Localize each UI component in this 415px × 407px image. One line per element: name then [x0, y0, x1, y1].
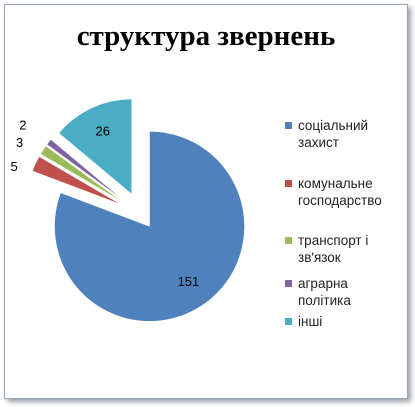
data-label: 26 — [96, 124, 110, 139]
data-label: 2 — [19, 117, 26, 132]
pie-slice — [31, 156, 122, 205]
data-label: 3 — [16, 135, 23, 150]
legend-label: транспорт і зв'язок — [298, 233, 369, 265]
pie-slice — [40, 145, 123, 203]
legend-swatch — [285, 237, 292, 244]
legend-item: комунальне господарство — [282, 175, 400, 209]
legend-label: аграрна політика — [298, 276, 351, 308]
data-label: 5 — [10, 159, 17, 174]
legend-label: інші — [298, 314, 323, 329]
legend-label: соціальний захист — [298, 118, 369, 150]
chart-title: структура звернень — [77, 20, 336, 52]
pie-slice — [58, 98, 132, 195]
legend-swatch — [285, 280, 292, 287]
pie-slice — [54, 131, 245, 322]
legend-item: аграрна політика — [282, 275, 400, 309]
legend-swatch — [285, 180, 292, 187]
legend-item: соціальний захист — [282, 117, 400, 151]
legend-swatch — [285, 122, 292, 129]
legend-item: транспорт і зв'язок — [282, 232, 400, 266]
data-label: 151 — [178, 274, 200, 289]
legend-item: інші — [282, 313, 400, 330]
pie-slice — [46, 139, 124, 201]
legend-swatch — [285, 318, 292, 325]
legend-label: комунальне господарство — [298, 176, 382, 208]
